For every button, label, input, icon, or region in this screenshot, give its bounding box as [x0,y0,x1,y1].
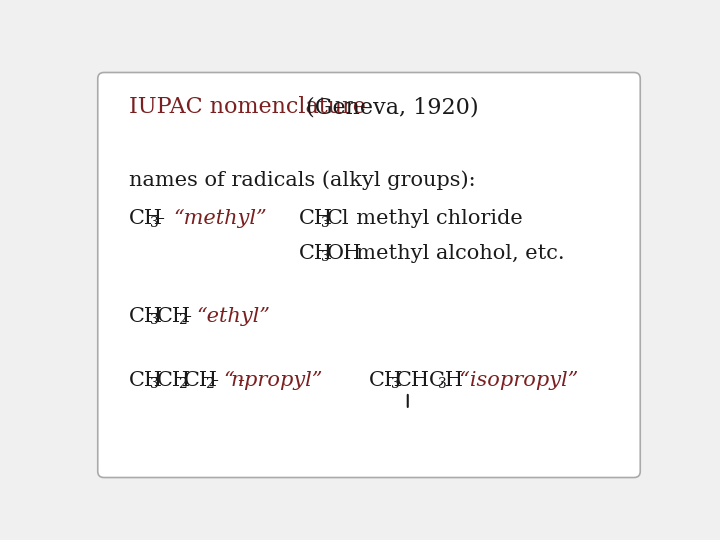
Text: 3: 3 [391,377,400,392]
Text: CH: CH [300,210,333,228]
Text: names of radicals (alkyl groups):: names of radicals (alkyl groups): [129,171,475,190]
Text: (Geneva, 1920): (Geneva, 1920) [300,96,479,118]
Text: CH: CH [129,307,163,326]
Text: -: - [211,371,218,390]
Text: IUPAC nomenclature: IUPAC nomenclature [129,96,366,118]
Text: 2: 2 [179,377,187,392]
Text: methyl chloride: methyl chloride [343,210,523,228]
Text: Cl: Cl [326,210,349,228]
Text: CH: CH [369,371,403,390]
Text: “ethyl”: “ethyl” [196,307,270,326]
Text: “: “ [223,371,234,390]
Text: CH: CH [157,307,191,326]
Text: “isopropyl”: “isopropyl” [446,371,579,390]
Text: 3: 3 [150,377,159,392]
FancyBboxPatch shape [98,72,640,477]
Text: n: n [230,371,244,390]
Text: -: - [157,210,163,228]
Text: OH: OH [326,244,361,263]
Text: CH: CH [129,210,163,228]
Text: “methyl”: “methyl” [173,210,266,228]
Text: CH: CH [300,244,333,263]
Text: 2: 2 [205,377,215,392]
Text: CH: CH [184,371,217,390]
Text: CH: CH [129,371,163,390]
Text: 3: 3 [321,251,330,264]
Text: 3: 3 [438,377,446,392]
Text: CHCH: CHCH [396,371,464,390]
Text: -: - [184,307,191,326]
Text: CH: CH [157,371,191,390]
Text: 3: 3 [321,215,330,230]
Text: 2: 2 [179,313,187,327]
Text: -propyl”: -propyl” [238,371,323,390]
Text: 3: 3 [150,215,159,230]
Text: 3: 3 [150,313,159,327]
Text: methyl alcohol, etc.: methyl alcohol, etc. [343,244,564,263]
